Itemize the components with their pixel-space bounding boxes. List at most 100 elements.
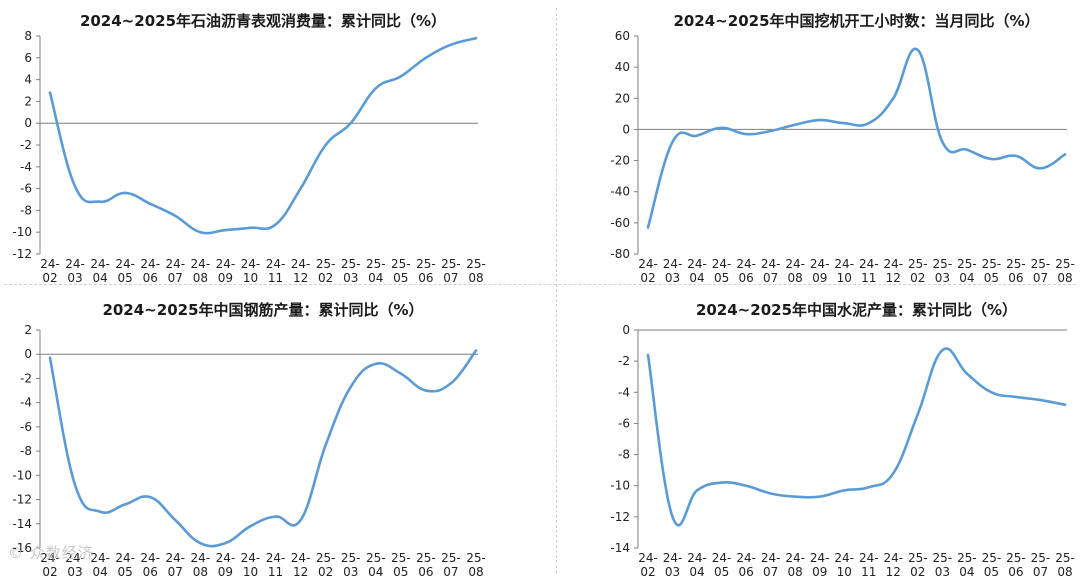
x-tick-label: 25-05 xyxy=(982,257,1002,284)
x-tick-label: 25-08 xyxy=(466,551,486,578)
data-point xyxy=(174,518,177,522)
data-point xyxy=(123,191,127,195)
y-tick-label: -20 xyxy=(610,154,630,168)
data-point xyxy=(123,503,127,506)
data-point xyxy=(916,48,920,52)
data-point xyxy=(867,122,870,125)
x-tick-label: 24-07 xyxy=(761,257,781,284)
data-point xyxy=(793,123,797,126)
data-point xyxy=(98,510,102,513)
x-tick-label: 24-07 xyxy=(165,551,185,578)
y-tick-label: -12 xyxy=(12,247,32,261)
data-point xyxy=(965,372,969,375)
y-tick-label: 6 xyxy=(24,51,32,65)
data-point xyxy=(48,91,52,94)
x-tick-label: 24-07 xyxy=(165,257,185,284)
x-tick-label: 24-11 xyxy=(859,551,879,578)
data-point xyxy=(695,489,699,492)
y-tick-label: -2 xyxy=(618,354,630,368)
data-point xyxy=(1014,154,1018,158)
data-point xyxy=(818,495,821,498)
data-point xyxy=(449,382,453,385)
data-point xyxy=(199,231,202,234)
y-tick-label: -16 xyxy=(12,541,32,555)
x-tick-label: 25-08 xyxy=(1055,257,1075,284)
x-tick-label: 25-04 xyxy=(366,257,386,284)
x-tick-label: 25-04 xyxy=(957,551,977,578)
data-point xyxy=(174,214,177,218)
data-point xyxy=(720,126,723,130)
y-tick-label: -8 xyxy=(618,448,630,462)
chart-cement-output: 2024~2025年中国水泥产量：累计同比（%） 0 -2 -4 -6 -8 -10 -12 -… xyxy=(610,301,1074,578)
y-tick-label: 0 xyxy=(24,116,32,130)
x-tick-label: 24-03 xyxy=(65,551,85,578)
data-point xyxy=(249,525,252,528)
x-tick-label: 24-12 xyxy=(883,257,903,284)
series-line xyxy=(646,47,1067,229)
x-tick-label: 25-02 xyxy=(908,551,928,578)
data-point xyxy=(98,200,102,203)
x-tick-label: 24-10 xyxy=(241,551,261,578)
y-tick-label: 0 xyxy=(622,323,630,337)
x-tick-label: 24-05 xyxy=(712,257,732,284)
x-tick-label: 24-02 xyxy=(638,551,658,578)
data-point xyxy=(744,132,748,136)
x-tick-label: 24-10 xyxy=(241,257,261,284)
x-tick-label: 24-05 xyxy=(115,257,135,284)
y-tick-label: 20 xyxy=(615,91,630,105)
chart-excavator-hours: 2024~2025年中国挖机开工小时数：当月同比（%） 60 40 20 0 -20 -40… xyxy=(610,12,1075,284)
y-tick-label: -40 xyxy=(610,185,630,199)
x-tick-label: 24-08 xyxy=(191,257,211,284)
y-tick-label: -6 xyxy=(20,182,32,196)
data-point xyxy=(720,481,723,484)
x-tick-label: 24-11 xyxy=(266,551,286,578)
data-point xyxy=(1063,153,1067,156)
data-point xyxy=(1039,167,1042,170)
data-point xyxy=(299,518,302,522)
data-point xyxy=(671,140,674,144)
x-tick-label: 24-02 xyxy=(40,551,60,578)
x-tick-label: 24-03 xyxy=(663,257,683,284)
x-tick-label: 25-07 xyxy=(1031,257,1051,284)
data-point xyxy=(73,185,77,188)
data-point xyxy=(965,148,969,151)
x-tick-label: 24-06 xyxy=(140,257,160,284)
x-tick-label: 24-02 xyxy=(638,257,658,284)
x-tick-label: 25-05 xyxy=(391,257,411,284)
data-point xyxy=(843,122,846,125)
chart-title: 2024~2025年中国钢筋产量：累计同比（%） xyxy=(102,301,423,319)
x-tick-label: 25-06 xyxy=(416,551,436,578)
y-tick-label: -80 xyxy=(610,247,630,261)
data-point xyxy=(324,143,327,147)
horizontal-divider xyxy=(4,284,1076,285)
y-tick-label: -4 xyxy=(20,396,32,410)
y-tick-label: 60 xyxy=(615,29,630,43)
chart-panel-asphalt: 2024~2025年石油沥青表观消费量：累计同比（%） 8 6 4 2 0 -2 -4 -6 -8… xyxy=(0,0,540,284)
data-point xyxy=(941,349,944,352)
x-tick-label: 24-04 xyxy=(90,257,110,284)
data-point xyxy=(695,134,699,137)
x-tick-label: 25-02 xyxy=(316,257,336,284)
x-tick-label: 24-08 xyxy=(191,551,211,578)
y-tick-label: 0 xyxy=(24,347,32,361)
vertical-divider xyxy=(556,8,557,573)
data-point xyxy=(1039,398,1042,402)
x-tick-label: 24-06 xyxy=(736,257,756,284)
y-tick-label: -10 xyxy=(12,468,32,482)
y-tick-label: 40 xyxy=(615,60,630,74)
data-point xyxy=(867,486,870,489)
x-tick-label: 24-08 xyxy=(785,257,805,284)
x-tick-label: 24-04 xyxy=(687,551,707,578)
x-tick-label: 24-12 xyxy=(291,257,311,284)
data-point xyxy=(424,56,428,59)
y-tick-label: -12 xyxy=(610,510,630,524)
x-tick-label: 24-09 xyxy=(810,257,830,284)
data-point xyxy=(941,140,944,144)
chart-asphalt-consumption: 2024~2025年石油沥青表观消费量：累计同比（%） 8 6 4 2 0 -2 -4 -6 -8… xyxy=(12,12,485,284)
x-tick-label: 24-09 xyxy=(216,257,236,284)
y-tick-label: -2 xyxy=(20,371,32,385)
data-point xyxy=(224,228,227,232)
x-tick-label: 25-02 xyxy=(908,257,928,284)
y-tick-label: -14 xyxy=(610,541,630,555)
data-point xyxy=(474,349,478,352)
